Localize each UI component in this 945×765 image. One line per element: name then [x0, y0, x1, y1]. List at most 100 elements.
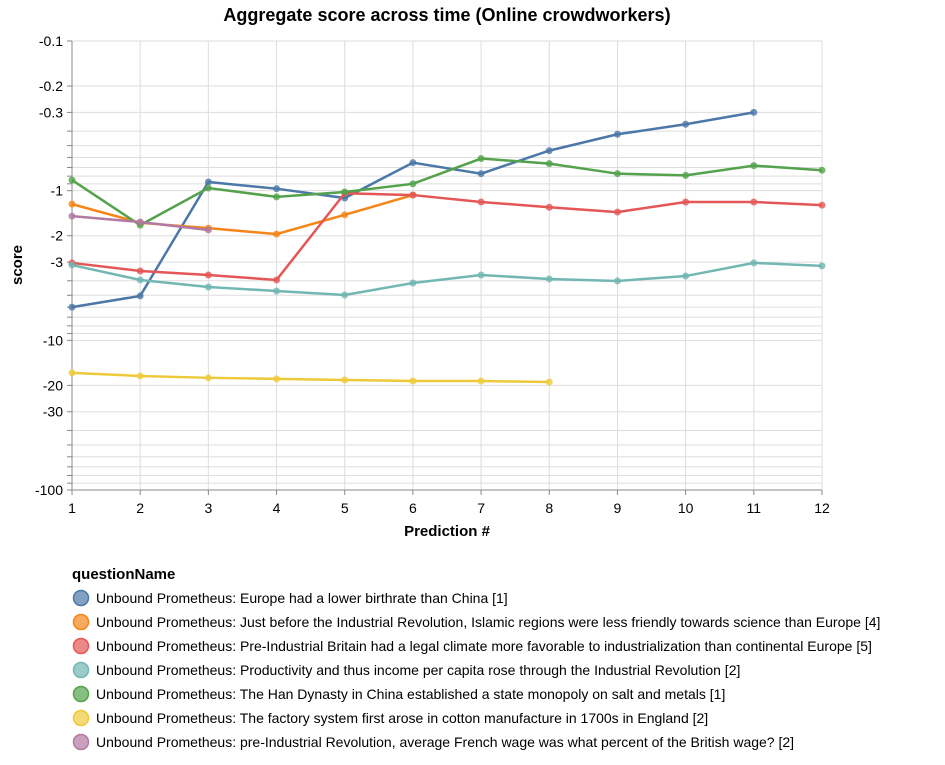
data-point [409, 159, 417, 167]
data-point [545, 147, 553, 155]
x-axis-title: Prediction # [404, 523, 491, 540]
data-point [682, 171, 690, 179]
data-point [68, 176, 76, 184]
data-point [273, 276, 281, 284]
data-point [545, 203, 553, 211]
data-point [204, 374, 212, 382]
data-point [204, 283, 212, 291]
y-tick-label: -3 [51, 254, 64, 270]
data-point [409, 191, 417, 199]
data-point [545, 160, 553, 168]
y-tick-label: -0.3 [39, 104, 63, 120]
data-point [68, 200, 76, 208]
data-point [545, 378, 553, 386]
data-point [477, 377, 485, 385]
data-point [273, 375, 281, 383]
data-point [136, 267, 144, 275]
series-line [71, 193, 414, 236]
data-point [273, 193, 281, 201]
data-point [136, 218, 144, 226]
legend-swatch [72, 661, 90, 679]
legend-label: Unbound Prometheus: Just before the Indu… [96, 614, 880, 630]
data-point [136, 372, 144, 380]
data-point [613, 130, 621, 138]
data-point [682, 272, 690, 280]
data-point [68, 303, 76, 311]
legend-label: Unbound Prometheus: pre-Industrial Revol… [96, 734, 794, 750]
series-line [71, 191, 823, 282]
data-point [545, 275, 553, 283]
data-point [204, 178, 212, 186]
data-point [136, 276, 144, 284]
data-point [818, 201, 826, 209]
data-point [409, 377, 417, 385]
data-point [409, 180, 417, 188]
x-tick-label: 10 [678, 500, 694, 516]
x-tick-label: 12 [814, 500, 830, 516]
data-point [477, 170, 485, 178]
data-point [341, 211, 349, 219]
data-point [341, 376, 349, 384]
data-point [613, 277, 621, 285]
legend-swatch [72, 733, 90, 751]
x-tick-label: 7 [477, 500, 485, 516]
legend-swatch [72, 709, 90, 727]
data-point [750, 198, 758, 206]
data-point [750, 108, 758, 116]
data-point [68, 212, 76, 220]
legend-swatch [72, 637, 90, 655]
data-point [273, 185, 281, 193]
data-point [341, 291, 349, 299]
y-tick-label: -0.1 [39, 33, 63, 49]
data-point [682, 198, 690, 206]
data-point [136, 292, 144, 300]
data-point [204, 271, 212, 279]
x-tick-label: 4 [273, 500, 281, 516]
legend-swatch [72, 685, 90, 703]
x-tick-label: 5 [341, 500, 349, 516]
data-point [682, 120, 690, 128]
y-tick-label: -100 [35, 482, 63, 498]
legend-label: Unbound Prometheus: Productivity and thu… [96, 662, 740, 678]
data-point [818, 262, 826, 270]
series-line [71, 371, 550, 384]
legend-label: Unbound Prometheus: Pre-Industrial Brita… [96, 638, 872, 654]
data-point [273, 230, 281, 238]
x-tick-label: 1 [68, 500, 76, 516]
x-tick-label: 6 [409, 500, 417, 516]
y-axis-title: score [9, 245, 26, 285]
legend-title: questionName [72, 566, 175, 583]
data-point [68, 261, 76, 269]
series-line [71, 261, 823, 297]
x-tick-label: 2 [136, 500, 144, 516]
data-point [409, 279, 417, 287]
data-point [68, 369, 76, 377]
data-point [341, 188, 349, 196]
series-line [71, 157, 823, 227]
data-point [477, 155, 485, 163]
data-point [204, 184, 212, 192]
legend-swatch [72, 589, 90, 607]
legend-label: Unbound Prometheus: The Han Dynasty in C… [96, 686, 725, 702]
y-tick-label: -20 [43, 377, 63, 393]
data-point [750, 259, 758, 267]
x-tick-label: 3 [204, 500, 212, 516]
x-tick-label: 8 [545, 500, 553, 516]
x-tick-label: 11 [747, 500, 762, 516]
y-tick-label: -1 [51, 183, 64, 199]
y-tick-label: -0.2 [39, 78, 63, 94]
legend-label: Unbound Prometheus: Europe had a lower b… [96, 590, 508, 606]
legend-swatch [72, 613, 90, 631]
y-tick-label: -10 [43, 332, 63, 348]
data-point [613, 170, 621, 178]
y-tick-label: -2 [51, 228, 64, 244]
data-point [273, 287, 281, 295]
legend-label: Unbound Prometheus: The factory system f… [96, 710, 708, 726]
data-point [818, 166, 826, 174]
data-point [477, 271, 485, 279]
x-tick-label: 9 [614, 500, 622, 516]
y-tick-label: -30 [43, 404, 63, 420]
data-point [613, 208, 621, 216]
chart-title: Aggregate score across time (Online crow… [223, 5, 670, 25]
